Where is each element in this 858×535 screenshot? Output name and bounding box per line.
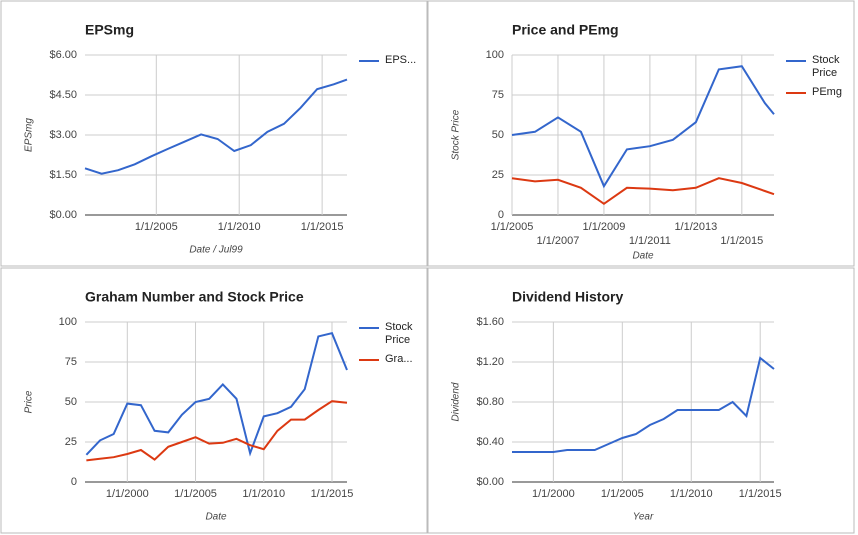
panel	[0, 267, 428, 534]
panel	[427, 0, 855, 267]
series-line	[86, 400, 348, 462]
x-tick-label: 1/1/2007	[537, 235, 580, 247]
y-tick-label: $0.00	[49, 209, 77, 221]
y-axis-title: Dividend	[451, 382, 462, 421]
x-tick-label: 1/1/2010	[670, 488, 713, 500]
y-tick-label: $6.00	[49, 49, 77, 61]
legend-label: PEmg	[812, 86, 842, 98]
y-tick-label: 0	[71, 476, 77, 488]
y-tick-label: $1.20	[476, 356, 504, 368]
x-tick-label: 1/1/2005	[135, 221, 178, 233]
x-tick-label: 1/1/2005	[174, 488, 217, 500]
legend-label: Stock Price	[812, 54, 840, 79]
y-tick-label: 50	[492, 129, 504, 141]
x-tick-label: 1/1/2005	[601, 488, 644, 500]
x-axis-title: Date	[205, 512, 227, 523]
y-tick-label: 50	[65, 396, 77, 408]
y-tick-label: $0.80	[476, 396, 504, 408]
y-tick-label: $0.00	[476, 476, 504, 488]
x-tick-label: 1/1/2015	[720, 235, 763, 247]
x-tick-label: 1/1/2010	[242, 488, 285, 500]
x-tick-label: 1/1/2013	[674, 221, 717, 233]
x-tick-label: 1/1/2015	[311, 488, 354, 500]
y-tick-label: 100	[486, 49, 504, 61]
chart-title: Graham Number and Stock Price	[85, 289, 304, 305]
x-tick-label: 1/1/2011	[629, 235, 671, 247]
legend-label: Gra...	[385, 353, 413, 365]
series-line	[85, 332, 348, 457]
y-axis-title: EPSmg	[24, 118, 35, 152]
x-tick-label: 1/1/2015	[739, 488, 782, 500]
series-line	[511, 65, 775, 189]
x-tick-label: 1/1/2005	[491, 221, 534, 233]
chart-title: Dividend History	[512, 289, 623, 305]
chart-title: EPSmg	[85, 22, 134, 38]
series-line	[84, 78, 348, 175]
y-tick-label: 100	[59, 316, 77, 328]
x-tick-label: 1/1/2000	[106, 488, 149, 500]
y-tick-label: 25	[65, 436, 77, 448]
y-axis-title: Price	[24, 390, 35, 413]
y-tick-label: $1.50	[49, 169, 77, 181]
x-axis-title: Year	[633, 512, 654, 523]
y-tick-label: 75	[492, 89, 504, 101]
series-line	[511, 177, 775, 206]
x-tick-label: 1/1/2010	[218, 221, 261, 233]
panel	[427, 267, 855, 534]
y-tick-label: $4.50	[49, 89, 77, 101]
y-tick-label: $3.00	[49, 129, 77, 141]
y-axis-title: Stock Price	[451, 109, 462, 160]
x-tick-label: 1/1/2009	[583, 221, 626, 233]
x-axis-title: Date / Jul99	[189, 245, 243, 256]
x-tick-label: 1/1/2015	[301, 221, 344, 233]
y-tick-label: $1.60	[476, 316, 504, 328]
legend-label: EPS...	[385, 54, 417, 66]
x-axis-title: Date	[632, 251, 654, 262]
y-tick-label: 25	[492, 169, 504, 181]
legend-label: Stock Price	[385, 321, 413, 346]
y-tick-label: 75	[65, 356, 77, 368]
panel	[0, 0, 428, 267]
x-tick-label: 1/1/2000	[532, 488, 575, 500]
series-line	[512, 356, 775, 453]
chart-title: Price and PEmg	[512, 22, 619, 38]
y-tick-label: $0.40	[476, 436, 504, 448]
y-tick-label: 0	[498, 209, 504, 221]
